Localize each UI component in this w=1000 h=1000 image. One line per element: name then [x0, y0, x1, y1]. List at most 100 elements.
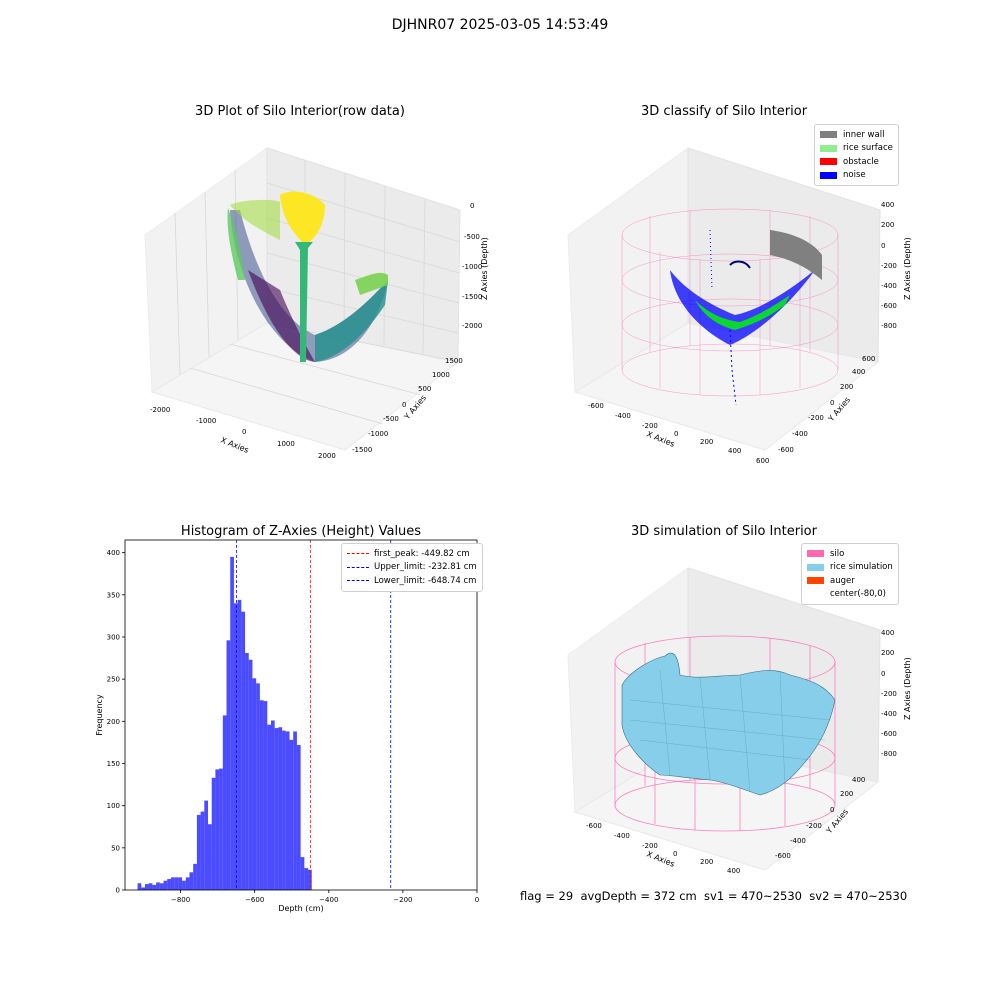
histogram-bar	[196, 814, 201, 890]
raw-xtick: -2000	[150, 406, 170, 414]
histogram-reference-lines	[236, 540, 392, 890]
classified-point-cloud	[670, 229, 822, 406]
sim-ztick: 200	[881, 649, 894, 657]
sim-ztick: -800	[881, 750, 897, 758]
histogram-bar	[296, 744, 301, 890]
raw-zlabel: Z Axies (Depth)	[480, 237, 489, 300]
raw-panel-title: 3D Plot of Silo Interior(row data)	[195, 104, 405, 119]
histogram-bars	[137, 556, 312, 890]
legend-label: auger	[830, 575, 855, 586]
sim-xtick: 200	[700, 858, 713, 866]
legend-entry: rice simulation	[807, 561, 893, 575]
histogram-bar	[189, 872, 194, 890]
legend-entry: inner wall	[820, 128, 893, 142]
legend-label: inner wall	[843, 129, 885, 140]
classify-xtick: -400	[615, 412, 631, 420]
x-tick-label: −400	[319, 896, 338, 904]
legend-entry: first_peak: -449.82 cm	[347, 547, 477, 561]
histogram-bar	[308, 869, 312, 890]
raw-point-cloud	[227, 191, 388, 362]
histogram-bar	[293, 731, 297, 890]
legend-label: first_peak: -449.82 cm	[374, 548, 470, 559]
histogram-bar	[141, 887, 146, 890]
histogram-bar	[200, 811, 205, 890]
sim-ztick: -400	[881, 710, 897, 718]
sim-xtick: -200	[642, 842, 658, 850]
sim-xtick: -400	[614, 832, 630, 840]
histogram-bar	[282, 730, 286, 890]
histogram-bar	[159, 883, 164, 890]
histogram-bar	[259, 700, 264, 890]
histogram-bar	[148, 883, 153, 890]
histogram-axes-frame	[124, 539, 478, 891]
classify-ztick: 0	[881, 242, 885, 250]
histogram-bar	[278, 727, 283, 890]
raw-ytick: -500	[383, 415, 399, 423]
histogram-bar	[145, 884, 149, 890]
legend-entry: auger	[807, 574, 893, 588]
sim-xlabel: X Axies	[645, 850, 676, 869]
simulation-legend: silo rice simulation auger center(-80,0)	[801, 543, 899, 605]
classify-ztick: 400	[881, 201, 894, 209]
classify-ytick: 600	[862, 355, 875, 363]
histogram-bar	[245, 653, 249, 890]
legend-entry: Upper_limit: -232.81 cm	[347, 561, 477, 575]
histogram-bar	[300, 857, 305, 890]
histogram-bar	[289, 739, 294, 890]
histogram-bar	[219, 768, 223, 890]
histogram-bar	[167, 879, 171, 890]
raw-xtick: 1000	[277, 440, 295, 448]
legend-label: rice simulation	[830, 562, 893, 573]
sim-ytick: -200	[806, 822, 822, 830]
histogram-bar	[193, 863, 197, 890]
y-tick-label: 400	[107, 549, 120, 557]
sim-ztick: -200	[881, 690, 897, 698]
histogram-bar	[270, 720, 275, 890]
legend-swatch-rice-surface	[820, 144, 837, 152]
legend-entry: rice surface	[820, 142, 893, 156]
legend-label: center(-80,0)	[830, 589, 886, 600]
histogram-bar	[204, 800, 208, 890]
legend-label: Upper_limit: -232.81 cm	[374, 562, 477, 573]
y-tick-label: 300	[107, 633, 120, 641]
legend-entry: noise	[820, 169, 893, 183]
classify-3d-plot: -600 -400 -200 0 200 400 600 -600 -400 -…	[567, 147, 912, 465]
classify-xtick: 400	[728, 447, 741, 455]
histogram-bar	[174, 877, 179, 890]
classify-ytick: -200	[808, 414, 824, 422]
classify-ztick: -400	[881, 282, 897, 290]
sim-ztick: -600	[881, 730, 897, 738]
histogram-bar	[170, 877, 175, 890]
classify-ztick: 200	[881, 221, 894, 229]
raw-ytick: 1000	[432, 371, 450, 379]
legend-swatch-obstacle	[820, 158, 837, 166]
histogram-x-ticks: −800 −600 −400 −200 0	[171, 890, 479, 904]
classify-xtick: 200	[700, 438, 713, 446]
histogram-bar	[252, 678, 257, 890]
sim-xtick: -600	[586, 822, 602, 830]
legend-line-lower-limit	[347, 580, 369, 582]
simulation-panel-title: 3D simulation of Silo Interior	[631, 524, 817, 539]
classify-ytick: 0	[830, 399, 834, 407]
histogram-legend: first_peak: -449.82 cm Upper_limit: -232…	[341, 543, 483, 592]
legend-swatch-center	[807, 590, 824, 598]
histogram-bar	[267, 724, 271, 890]
histogram-bar	[233, 603, 238, 890]
classify-xtick: -600	[588, 402, 604, 410]
histogram-bar	[185, 877, 190, 890]
classify-ztick: -800	[881, 322, 897, 330]
figure-title: DJHNR07 2025-03-05 14:53:49	[391, 17, 609, 33]
histogram-bar	[163, 880, 168, 890]
legend-entry: center(-80,0)	[807, 588, 893, 602]
histogram-bar	[274, 728, 279, 890]
legend-swatch-noise	[820, 171, 837, 179]
classify-ytick: -400	[792, 430, 808, 438]
y-tick-label: 150	[107, 760, 120, 768]
histogram-bar	[215, 769, 220, 890]
legend-swatch-silo	[807, 550, 824, 558]
raw-xlabel: X Axies	[219, 436, 250, 455]
histogram-bar	[304, 868, 309, 890]
histogram-bar	[226, 640, 231, 890]
histogram-bar	[182, 880, 186, 890]
classify-ztick: -600	[881, 302, 897, 310]
